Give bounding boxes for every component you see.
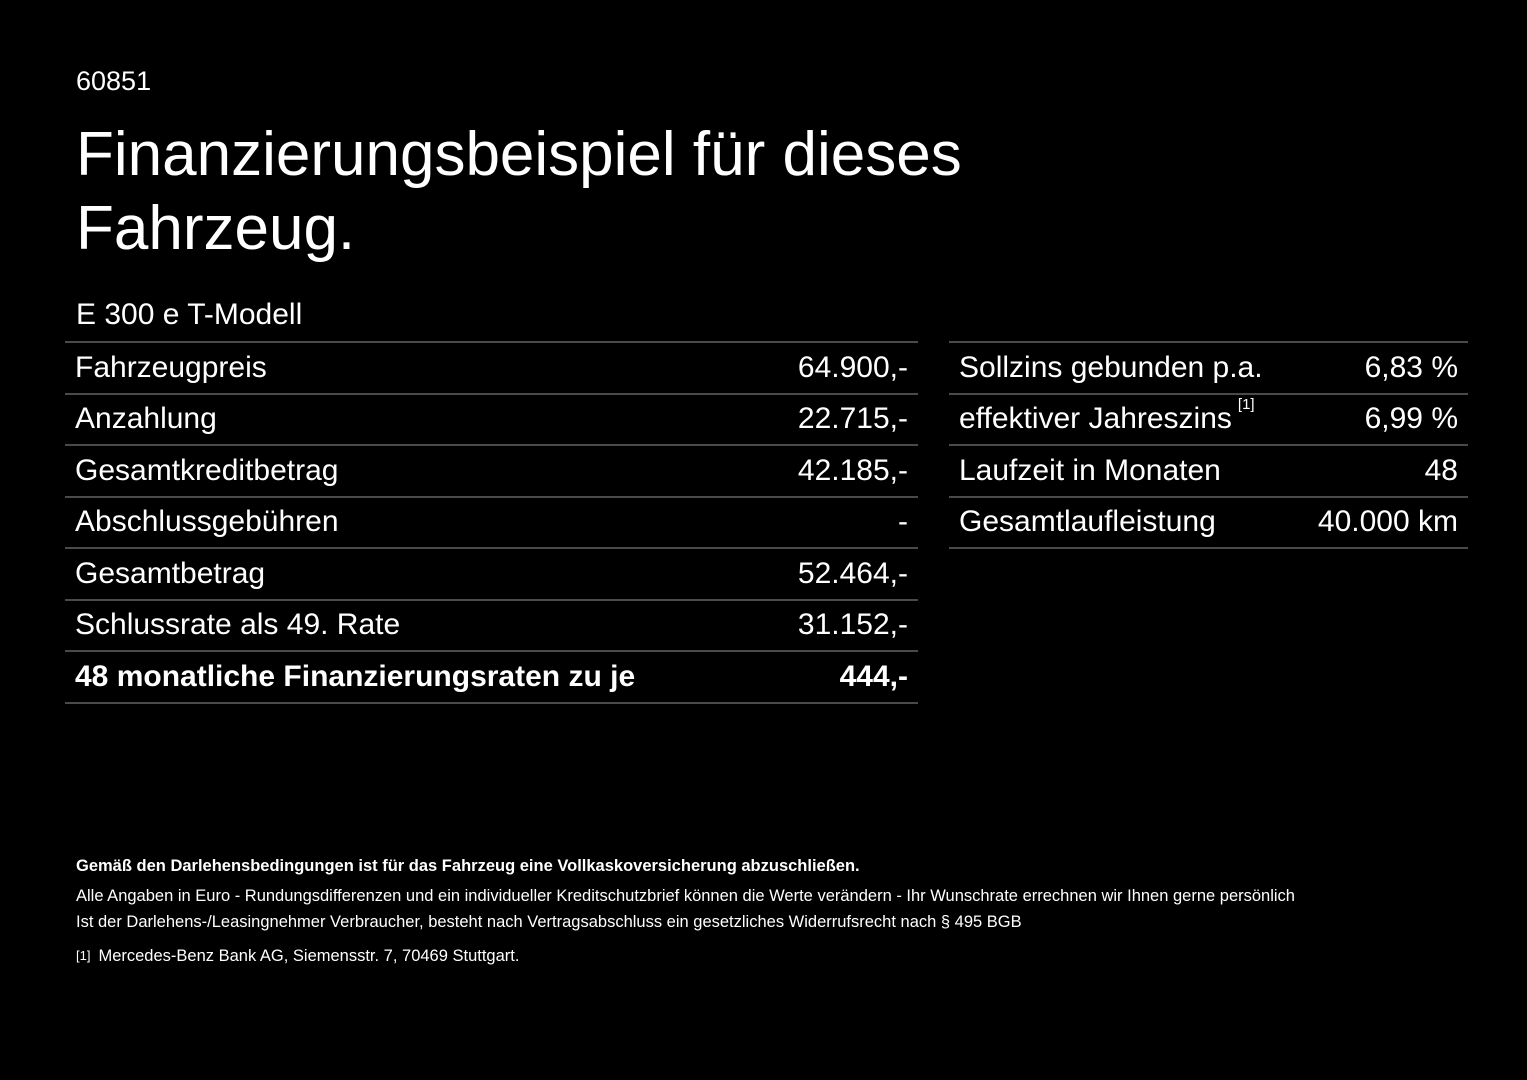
row-label: Anzahlung (75, 402, 217, 436)
row-label: 48 monatliche Finanzierungsraten zu je (75, 659, 636, 693)
row-value: 22.715,- (797, 402, 908, 436)
row-value: 6,99 % (1364, 402, 1458, 436)
footnote-ref: [1] (1237, 396, 1255, 414)
row-value: 444,- (839, 659, 908, 693)
table-row: Anzahlung 22.715,- (65, 395, 918, 446)
row-value: 42.185,- (797, 453, 908, 487)
row-value: 6,83 % (1364, 350, 1458, 384)
vehicle-code: 60851 (76, 66, 152, 96)
row-label: Gesamtkreditbetrag (75, 453, 339, 487)
row-label: Gesamtbetrag (75, 556, 266, 590)
row-value: 64.900,- (797, 350, 908, 384)
row-label: effektiver Jahreszins [1] (959, 396, 1255, 436)
legal-notes: Gemäß den Darlehensbedingungen ist für d… (76, 853, 1476, 969)
financing-table: Fahrzeugpreis 64.900,- Anzahlung 22.715,- … (65, 341, 918, 704)
row-label: Abschlussgebühren (75, 505, 339, 539)
row-label: Laufzeit in Monaten (959, 453, 1221, 487)
table-row: Gesamtkreditbetrag 42.185,- (65, 446, 918, 498)
note-line: Ist der Darlehens-/Leasingnehmer Verbrau… (76, 913, 1022, 931)
table-row: Gesamtbetrag 52.464,- (65, 549, 918, 601)
row-value: 40.000 km (1317, 505, 1458, 539)
table-row: Schlussrate als 49. Rate 31.152,- (65, 601, 918, 652)
row-value: - (898, 505, 908, 539)
footnote: [1] Mercedes-Benz Bank AG, Siemensstr. 7,… (76, 943, 1476, 969)
label-text: effektiver Jahreszins (959, 402, 1232, 436)
table-row: Abschlussgebühren - (65, 498, 918, 549)
footnote-text: Mercedes-Benz Bank AG, Siemensstr. 7, 70… (98, 947, 520, 965)
row-label: Gesamtlaufleistung (959, 505, 1216, 539)
table-row: effektiver Jahreszins [1] 6,99 % (949, 395, 1468, 446)
table-row: Gesamtlaufleistung 40.000 km (949, 498, 1468, 549)
insurance-note: Gemäß den Darlehensbedingungen ist für d… (76, 857, 860, 875)
page-title: Finanzierungsbeispiel für dieses Fahrzeu… (76, 120, 962, 263)
row-label: Schlussrate als 49. Rate (75, 608, 401, 642)
row-label: Fahrzeugpreis (75, 350, 267, 384)
table-row: Sollzins gebunden p.a. 6,83 % (949, 343, 1468, 395)
model-name: E 300 e T-Modell (76, 298, 303, 331)
row-value: 48 (1424, 453, 1458, 487)
conditions-table: Sollzins gebunden p.a. 6,83 % effektiver … (949, 341, 1468, 549)
note-line: Alle Angaben in Euro - Rundungsdifferenz… (76, 887, 1295, 905)
table-row: Laufzeit in Monaten 48 (949, 446, 1468, 498)
row-value: 52.464,- (797, 556, 908, 590)
monthly-rate-row: 48 monatliche Finanzierungsraten zu je 44… (65, 652, 918, 704)
table-row: Fahrzeugpreis 64.900,- (65, 343, 918, 395)
row-label: Sollzins gebunden p.a. (959, 350, 1263, 384)
footnote-marker: [1] (76, 948, 91, 963)
row-value: 31.152,- (797, 608, 908, 642)
